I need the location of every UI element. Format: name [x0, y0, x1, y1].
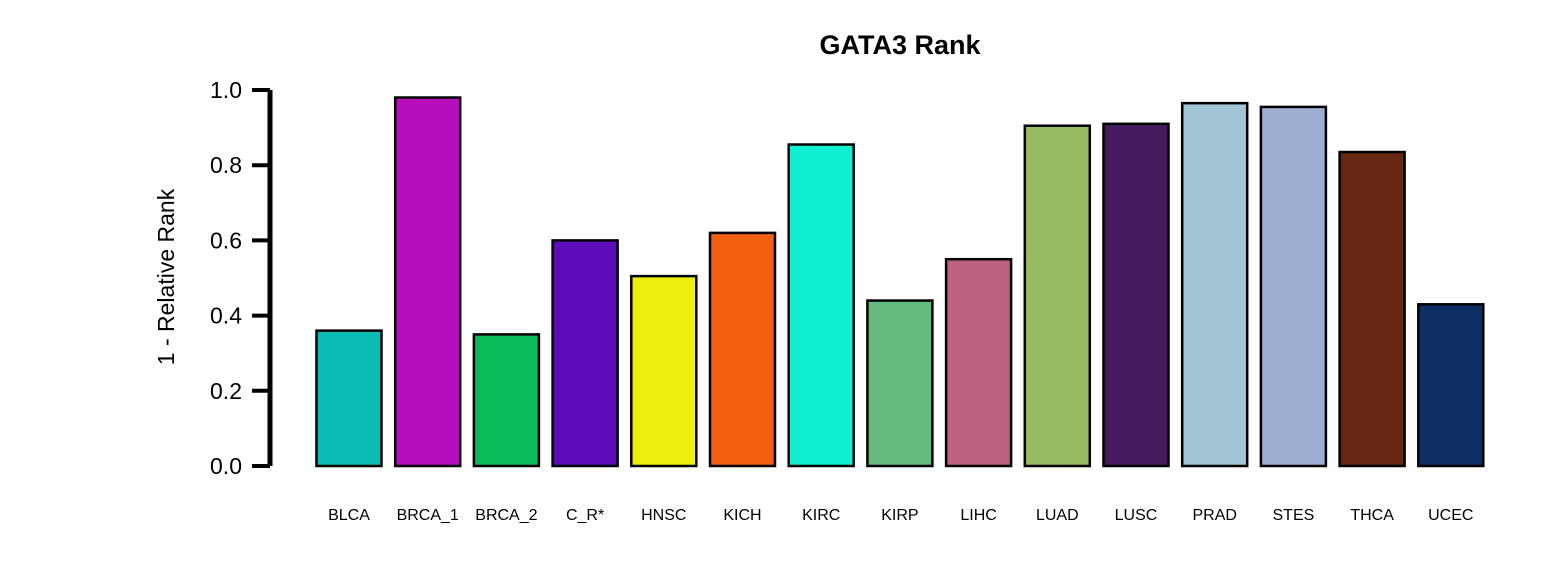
y-tick-label: 0.8	[210, 152, 242, 178]
y-tick-label: 1.0	[210, 77, 242, 103]
x-tick-label: KICH	[723, 507, 761, 524]
bar-brca-2	[472, 333, 541, 468]
bar-kich	[708, 231, 777, 468]
bar-prad	[1180, 101, 1249, 468]
x-tick-label: THCA	[1350, 507, 1394, 524]
x-tick-label: BRCA_2	[475, 507, 537, 524]
bar-ucec	[1417, 303, 1485, 468]
x-tick-label: BRCA_1	[397, 507, 459, 524]
bar-stes	[1259, 105, 1328, 468]
bar-lihc	[944, 257, 1013, 468]
x-tick-label: PRAD	[1192, 507, 1236, 524]
x-axis-labels: BLCA BRCA_1 BRCA_2 C_R* HNSC KICH KIRC KIRP LIHC…	[328, 507, 1473, 524]
bar-kirp	[866, 299, 934, 468]
bar-blca	[315, 329, 383, 468]
x-tick-label: LIHC	[960, 507, 996, 524]
chart-title: GATA3 Rank	[819, 30, 981, 60]
x-tick-label: BLCA	[328, 507, 370, 524]
y-axis-label: 1 - Relative Rank	[153, 188, 179, 365]
x-tick-label: STES	[1273, 507, 1315, 524]
x-tick-label: C_R*	[566, 507, 604, 524]
y-tick-label: 0.2	[210, 378, 242, 404]
x-tick-label: HNSC	[641, 507, 686, 524]
bar-lusc	[1102, 122, 1170, 468]
y-tick-label: 0.0	[210, 453, 242, 479]
x-tick-label: KIRP	[881, 507, 918, 524]
bar-thca	[1338, 150, 1406, 468]
bar-luad	[1023, 124, 1092, 468]
bar-kirc	[787, 143, 855, 468]
x-tick-label: KIRC	[802, 507, 840, 524]
x-tick-label: UCEC	[1428, 507, 1473, 524]
y-tick-label: 0.6	[210, 227, 242, 253]
bars	[315, 96, 1485, 468]
y-tick-label: 0.4	[210, 303, 242, 329]
bar-c-r	[551, 239, 619, 468]
x-tick-label: LUAD	[1036, 507, 1079, 524]
bar-hnsc	[630, 274, 698, 468]
bar-brca-1	[393, 96, 462, 468]
y-axis: 0.0 0.2 0.4 0.6 0.8 1.0	[210, 77, 273, 479]
x-tick-label: LUSC	[1115, 507, 1158, 524]
